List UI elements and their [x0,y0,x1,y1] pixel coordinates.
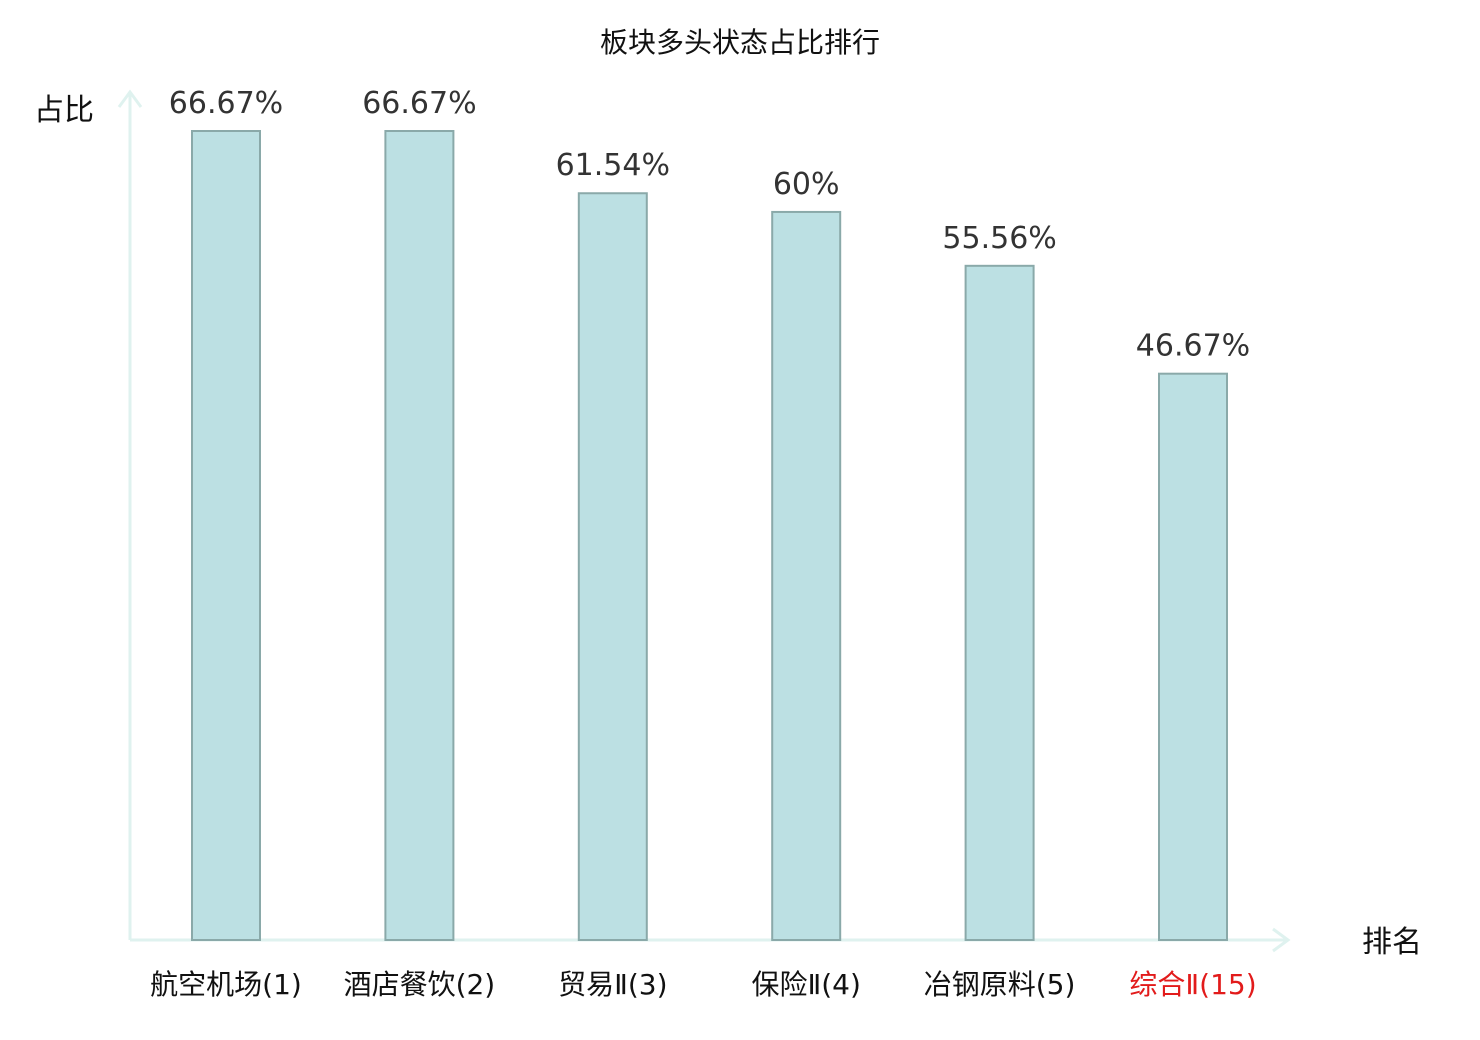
bar-2 [384,130,455,941]
bar-value-label: 61.54% [556,148,670,183]
category-label: 酒店餐饮(2) [344,968,496,1001]
category-label: 综合Ⅱ(15) [1129,968,1256,1001]
bar-value-label: 46.67% [1136,329,1250,364]
bar-group: 66.67% 航空机场(1) 66.67% 酒店餐饮(2) 61.54% 贸易Ⅱ(3) 60… [150,86,1256,1001]
category-label: 贸易Ⅱ(3) [558,968,667,1001]
bar-3 [577,192,648,941]
bar-1 [191,130,261,941]
category-label: 航空机场(1) [150,968,302,1001]
category-label: 冶钢原料(5) [924,968,1076,1001]
y-axis-label: 占比 [34,93,94,128]
bar-value-label: 60% [773,167,840,202]
bar-4 [771,210,842,941]
bar-value-label: 66.67% [362,86,476,121]
x-axis-arrow [1272,927,1291,953]
category-label: 保险Ⅱ(4) [751,968,860,1001]
x-axis-label: 排名 [1362,925,1422,960]
bar-value-label: 55.56% [942,221,1056,256]
y-axis-arrow [117,89,143,108]
bar-6 [1158,372,1228,941]
bar-5 [964,264,1035,941]
bar-value-label: 66.67% [169,86,283,121]
chart-title: 板块多头状态占比排行 [600,26,880,59]
